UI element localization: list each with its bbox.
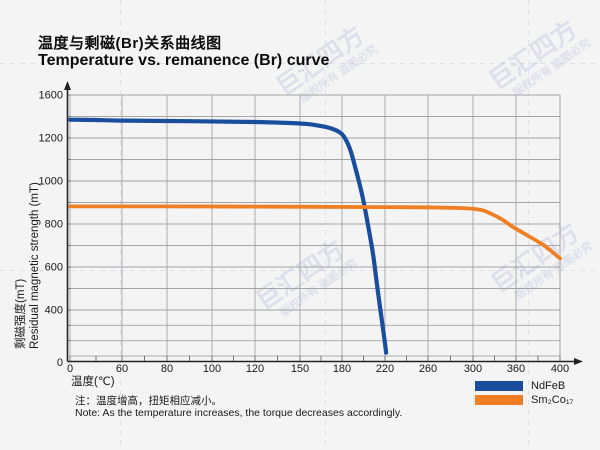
x-tick-label: 180	[333, 363, 351, 375]
y-axis-arrow-icon	[64, 81, 71, 90]
x-tick-label: 150	[291, 363, 309, 375]
legend-item-ndfeb: NdFeB	[475, 380, 573, 392]
x-tick-label: 100	[203, 363, 221, 375]
legend-label-ndfeb: NdFeB	[531, 380, 566, 392]
x-tick-label: 120	[246, 363, 264, 375]
legend-item-smco: Sm₂Co₁₇	[475, 394, 574, 406]
y-tick-label: 800	[45, 219, 63, 231]
legend-label-smco: Sm₂Co₁₇	[531, 394, 574, 406]
y-tick-label: 0	[57, 357, 63, 369]
x-tick-label: 60	[116, 363, 128, 375]
y-axis-title-en: Residual magnetic strength (mT)	[29, 182, 41, 349]
legend-swatch-ndfeb	[475, 381, 523, 391]
x-tick-label: 260	[419, 363, 437, 375]
page-title-en: Temperature vs. remanence (Br) curve	[38, 52, 330, 69]
tick-labels: 1600 1200 1000 800 600 400 0 0 60 80 100 120 150 180 2…	[39, 90, 570, 376]
x-tick-label: 400	[551, 363, 569, 375]
legend-swatch-smco	[475, 395, 523, 405]
y-axis-title-zh: 剩磁强度(mT)	[15, 278, 27, 349]
y-tick-label: 1000	[39, 176, 63, 188]
y-tick-label: 1200	[39, 133, 63, 145]
note-line-zh: 注：温度增高，扭矩相应减小。	[75, 395, 222, 407]
y-tick-label: 1600	[39, 90, 63, 102]
x-tick-label: 360	[507, 363, 525, 375]
y-tick-label: 400	[45, 305, 63, 317]
x-axis-arrow-icon	[574, 358, 583, 365]
x-tick-label: 80	[161, 363, 173, 375]
gridlines	[69, 94, 561, 357]
x-axis-title: 温度(℃)	[71, 376, 115, 388]
x-tick-label: 220	[376, 363, 394, 375]
x-tick-label: 300	[464, 363, 482, 375]
x-tick-label: 0	[67, 363, 73, 375]
page-title-zh: 温度与剩磁(Br)关系曲线图	[38, 35, 222, 52]
note-line-en: Note: As the temperature increases, the …	[75, 407, 403, 419]
axis-ticks	[67, 94, 561, 361]
y-tick-label: 600	[45, 262, 63, 274]
ndfeb-curve	[67, 117, 389, 355]
smco-curve	[68, 204, 562, 261]
legend: NdFeB Sm₂Co₁₇	[475, 380, 574, 409]
